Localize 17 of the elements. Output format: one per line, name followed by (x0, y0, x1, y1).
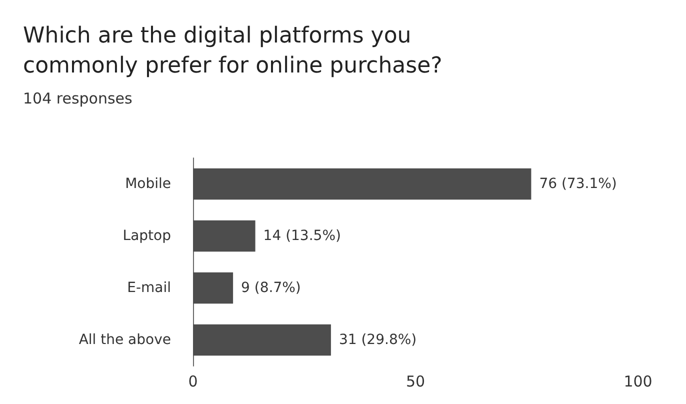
y-tick-label: Mobile (125, 176, 171, 192)
x-tick-label: 50 (406, 372, 426, 390)
data-label: 31 (29.8%) (338, 332, 417, 348)
data-label: 14 (13.5%) (263, 228, 341, 244)
y-tick-label: E-mail (127, 280, 171, 296)
bar (193, 168, 532, 200)
bar (193, 272, 234, 304)
bar (193, 220, 256, 252)
bar (193, 324, 331, 356)
x-tick-label: 0 (188, 372, 198, 390)
chart-subtitle: 104 responses (23, 90, 133, 108)
data-label: 9 (8.7%) (241, 280, 301, 296)
y-tick-label: Laptop (122, 228, 172, 244)
chart-title: Which are the digital platforms you commonly prefer for online purchase? (23, 24, 442, 78)
data-label: 76 (73.1%) (539, 176, 617, 192)
y-tick-label: All the above (78, 332, 171, 348)
x-tick-label: 100 (624, 372, 652, 390)
